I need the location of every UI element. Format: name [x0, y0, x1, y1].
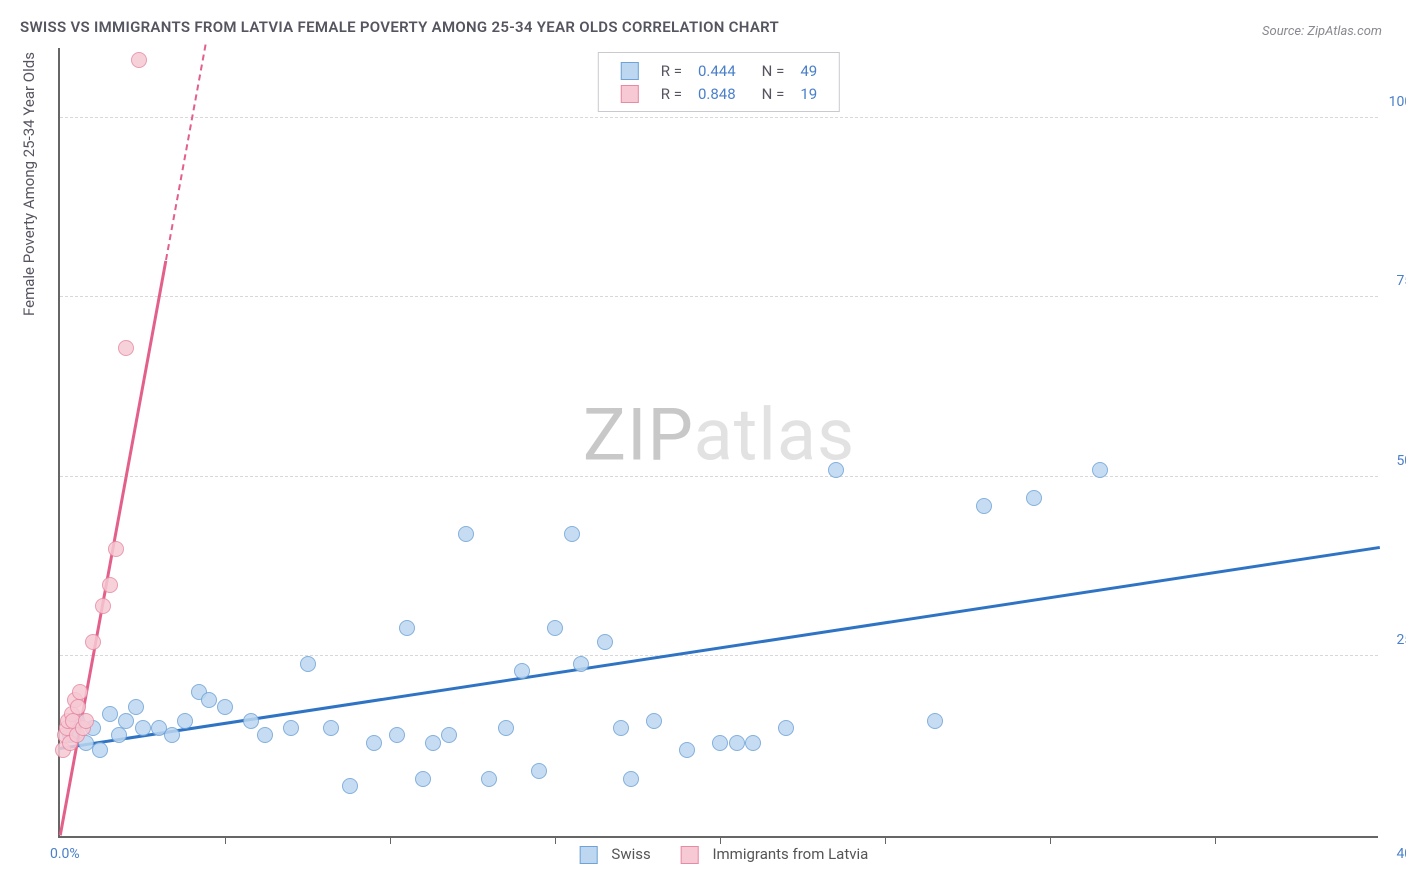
- x-tick-mark: [1215, 836, 1216, 844]
- x-tick-mark: [720, 836, 721, 844]
- y-tick-label: 50.0%: [1396, 453, 1406, 469]
- data-point: [128, 699, 144, 715]
- data-point: [514, 663, 530, 679]
- x-tick-mark: [555, 836, 556, 844]
- data-point: [118, 340, 134, 356]
- source-attribution: Source: ZipAtlas.com: [1262, 24, 1382, 39]
- x-tick-mark: [390, 836, 391, 844]
- data-point: [257, 727, 273, 743]
- x-tick-mark: [225, 836, 226, 844]
- legend-item: Swiss: [570, 845, 651, 863]
- data-point: [679, 742, 695, 758]
- gridline-h: [60, 476, 1378, 477]
- data-point: [613, 720, 629, 736]
- data-point: [425, 735, 441, 751]
- data-point: [131, 52, 147, 68]
- y-tick-label: 100.0%: [1389, 94, 1406, 110]
- data-point: [547, 620, 563, 636]
- data-point: [415, 771, 431, 787]
- data-point: [481, 771, 497, 787]
- data-point: [828, 462, 844, 478]
- data-point: [72, 684, 88, 700]
- x-tick-min: 0.0%: [50, 846, 80, 862]
- data-point: [92, 742, 108, 758]
- data-point: [1026, 490, 1042, 506]
- plot-area: ZIPatlas R =0.444N =49R =0.848N =19 Swis…: [58, 48, 1378, 838]
- chart-container: Female Poverty Among 25-34 Year Olds ZIP…: [48, 48, 1388, 848]
- data-point: [729, 735, 745, 751]
- data-point: [1092, 462, 1108, 478]
- data-point: [498, 720, 514, 736]
- gridline-h: [60, 117, 1378, 118]
- x-tick-mark: [885, 836, 886, 844]
- data-point: [389, 727, 405, 743]
- legend-item: Immigrants from Latvia: [671, 845, 869, 863]
- data-point: [573, 656, 589, 672]
- data-point: [745, 735, 761, 751]
- data-point: [976, 498, 992, 514]
- data-point: [283, 720, 299, 736]
- data-point: [78, 713, 94, 729]
- data-point: [623, 771, 639, 787]
- watermark-zip: ZIP: [583, 393, 694, 478]
- data-point: [927, 713, 943, 729]
- data-point: [118, 713, 134, 729]
- data-point: [177, 713, 193, 729]
- data-point: [201, 692, 217, 708]
- data-point: [646, 713, 662, 729]
- legend-row: R =0.848N =19: [613, 82, 825, 105]
- data-point: [164, 727, 180, 743]
- data-point: [342, 778, 358, 794]
- data-point: [111, 727, 127, 743]
- watermark: ZIPatlas: [583, 393, 855, 478]
- data-point: [399, 620, 415, 636]
- data-point: [778, 720, 794, 736]
- data-point: [441, 727, 457, 743]
- y-tick-label: 75.0%: [1396, 273, 1406, 289]
- y-tick-label: 25.0%: [1396, 632, 1406, 648]
- chart-title: SWISS VS IMMIGRANTS FROM LATVIA FEMALE P…: [20, 18, 779, 36]
- legend-row: R =0.444N =49: [613, 59, 825, 82]
- y-axis-label: Female Poverty Among 25-34 Year Olds: [20, 52, 38, 316]
- data-point: [102, 706, 118, 722]
- legend-correlation: R =0.444N =49R =0.848N =19: [598, 52, 840, 112]
- gridline-h: [60, 296, 1378, 297]
- data-point: [712, 735, 728, 751]
- data-point: [564, 526, 580, 542]
- gridline-h: [60, 655, 1378, 656]
- x-tick-mark: [1050, 836, 1051, 844]
- x-tick-max: 40.0%: [1396, 846, 1406, 862]
- data-point: [323, 720, 339, 736]
- data-point: [95, 598, 111, 614]
- data-point: [243, 713, 259, 729]
- data-point: [458, 526, 474, 542]
- data-point: [102, 577, 118, 593]
- data-point: [217, 699, 233, 715]
- data-point: [135, 720, 151, 736]
- data-point: [597, 634, 613, 650]
- legend-series: Swiss Immigrants from Latvia: [560, 845, 879, 864]
- data-point: [108, 541, 124, 557]
- data-point: [85, 634, 101, 650]
- trend-line: [165, 45, 207, 261]
- data-point: [366, 735, 382, 751]
- data-point: [300, 656, 316, 672]
- data-point: [531, 763, 547, 779]
